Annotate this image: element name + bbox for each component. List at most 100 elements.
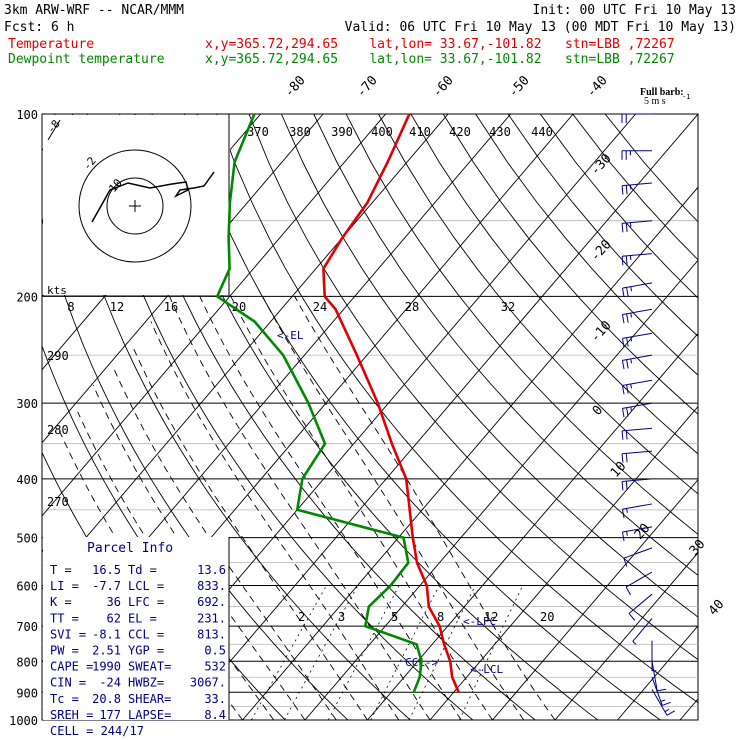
theta-label: 440 [531, 125, 553, 139]
theta-label: 420 [449, 125, 471, 139]
wind-barb [621, 182, 653, 195]
wind-barb [632, 618, 653, 645]
wind-barb [651, 661, 667, 692]
isotherm-label: 40 [706, 597, 728, 619]
inset-axis-label: 16 [164, 300, 178, 314]
hodograph-mask [43, 115, 230, 295]
wind-barb [621, 450, 653, 463]
isotherm-line [42, 114, 449, 590]
isotherm-line [429, 405, 698, 720]
wind-barb [621, 478, 653, 491]
wind-barb [621, 220, 653, 233]
parcel-param-value: 177 [99, 708, 121, 722]
temperature-line [322, 113, 460, 693]
isotherm-line [554, 552, 698, 720]
parcel-param-value: 1990 [92, 660, 121, 674]
level-annotation: <-LFC [463, 615, 496, 628]
dry-adiabat [410, 114, 698, 455]
isotherm-line [304, 259, 698, 720]
parcel-param-name: SWEAT= [128, 660, 171, 674]
mixing-ratio-line [284, 585, 359, 720]
dry-adiabat [280, 114, 698, 618]
temperature-legend: Temperature [8, 37, 94, 52]
wind-barb [621, 427, 653, 440]
dewpoint-location: x,y=365.72,294.65 lat,lon= 33.67,-101.82… [205, 52, 675, 67]
parcel-param-value: 833. [197, 579, 226, 593]
moist-adiabat [199, 296, 462, 720]
mixing-ratio-label: 3 [338, 610, 345, 624]
theta-label: 380 [289, 125, 311, 139]
parcel-param-name: T = [50, 563, 72, 577]
parcel-param-value: 33. [204, 692, 226, 706]
inset-axis-label: 24 [313, 300, 327, 314]
parcel-param-value: -7.7 [92, 579, 121, 593]
isotherm-line [42, 114, 386, 517]
inset-axis-label: 8 [67, 300, 74, 314]
moist-adiabat [169, 296, 431, 720]
dry-adiabat [313, 114, 698, 576]
parcel-info-title: Parcel Info [87, 541, 173, 556]
isotherm-label: -60 [430, 73, 457, 100]
parcel-param-name: HWBZ= [128, 676, 164, 690]
dry-adiabat [86, 114, 474, 720]
forecast-hour: Fcst: 6 h [4, 20, 74, 35]
wind-barb [651, 689, 676, 716]
dewpoint-line [215, 113, 423, 693]
mixing-ratio-label: 5 [391, 610, 398, 624]
parcel-param-value: 13.6 [197, 563, 226, 577]
wind-barb [621, 150, 652, 160]
dry-adiabat [345, 114, 698, 535]
pressure-tick-label: 600 [16, 580, 38, 594]
mixing-ratio-line [327, 585, 400, 720]
theta-label: 370 [247, 125, 269, 139]
theta-label: 430 [489, 125, 511, 139]
hodograph-ring [106, 177, 164, 235]
parcel-param-value: 0.5 [204, 644, 226, 658]
mixing-ratio-label: 8 [437, 610, 444, 624]
parcel-param-name: LFC = [128, 595, 164, 609]
pressure-tick-label: 500 [16, 532, 38, 546]
parcel-param-value: 692. [197, 595, 226, 609]
wind-barb [625, 571, 653, 596]
pressure-tick-label: 100 [16, 108, 38, 122]
pressure-tick-label: 1000 [9, 714, 38, 728]
isotherm-label: -20 [588, 237, 615, 264]
isotherm-label: -70 [354, 73, 381, 100]
parcel-param-name: Td = [128, 563, 157, 577]
parcel-param-name: LCL = [128, 579, 164, 593]
parcel-param-value: 8.4 [204, 708, 226, 722]
temperature-location: x,y=365.72,294.65 lat,lon= 33.67,-101.82… [205, 37, 675, 52]
parcel-param-name: TT = [50, 611, 79, 625]
mixing-ratio-label: 20 [540, 610, 554, 624]
inset-axis-label: 12 [110, 300, 124, 314]
wind-barb [623, 547, 653, 567]
wind-barb [621, 253, 653, 266]
dry-adiabat [248, 114, 698, 661]
isotherm-line [617, 625, 698, 720]
parcel-param-name: LAPSE= [128, 708, 171, 722]
parcel-param-name: K = [50, 595, 72, 609]
parcel-param-name: PW = [50, 644, 79, 658]
wind-barb [621, 526, 653, 541]
parcel-param-value: -8.1 [92, 627, 121, 641]
hodograph-trace [91, 171, 215, 223]
wind-barb [621, 354, 653, 370]
wind-barb [621, 113, 652, 123]
parcel-cell: CELL = 244/17 [50, 724, 144, 738]
wind-barb [621, 503, 653, 519]
dry-adiabat [216, 114, 698, 704]
dry-adiabat [119, 114, 536, 720]
parcel-param-name: SREH = [50, 708, 93, 722]
dry-adiabat [54, 114, 411, 720]
pressure-tick-label: 900 [16, 686, 38, 700]
isotherm-label: 10 [608, 459, 630, 481]
parcel-param-name: CAPE = [50, 660, 93, 674]
dewpoint-legend: Dewpoint temperature [8, 52, 165, 67]
parcel-param-name: YGP = [128, 644, 164, 658]
theta-label: 390 [331, 125, 353, 139]
wind-barb [621, 282, 653, 298]
theta-e-label: 290 [47, 349, 69, 363]
inset-axis-label: 20 [232, 300, 246, 314]
